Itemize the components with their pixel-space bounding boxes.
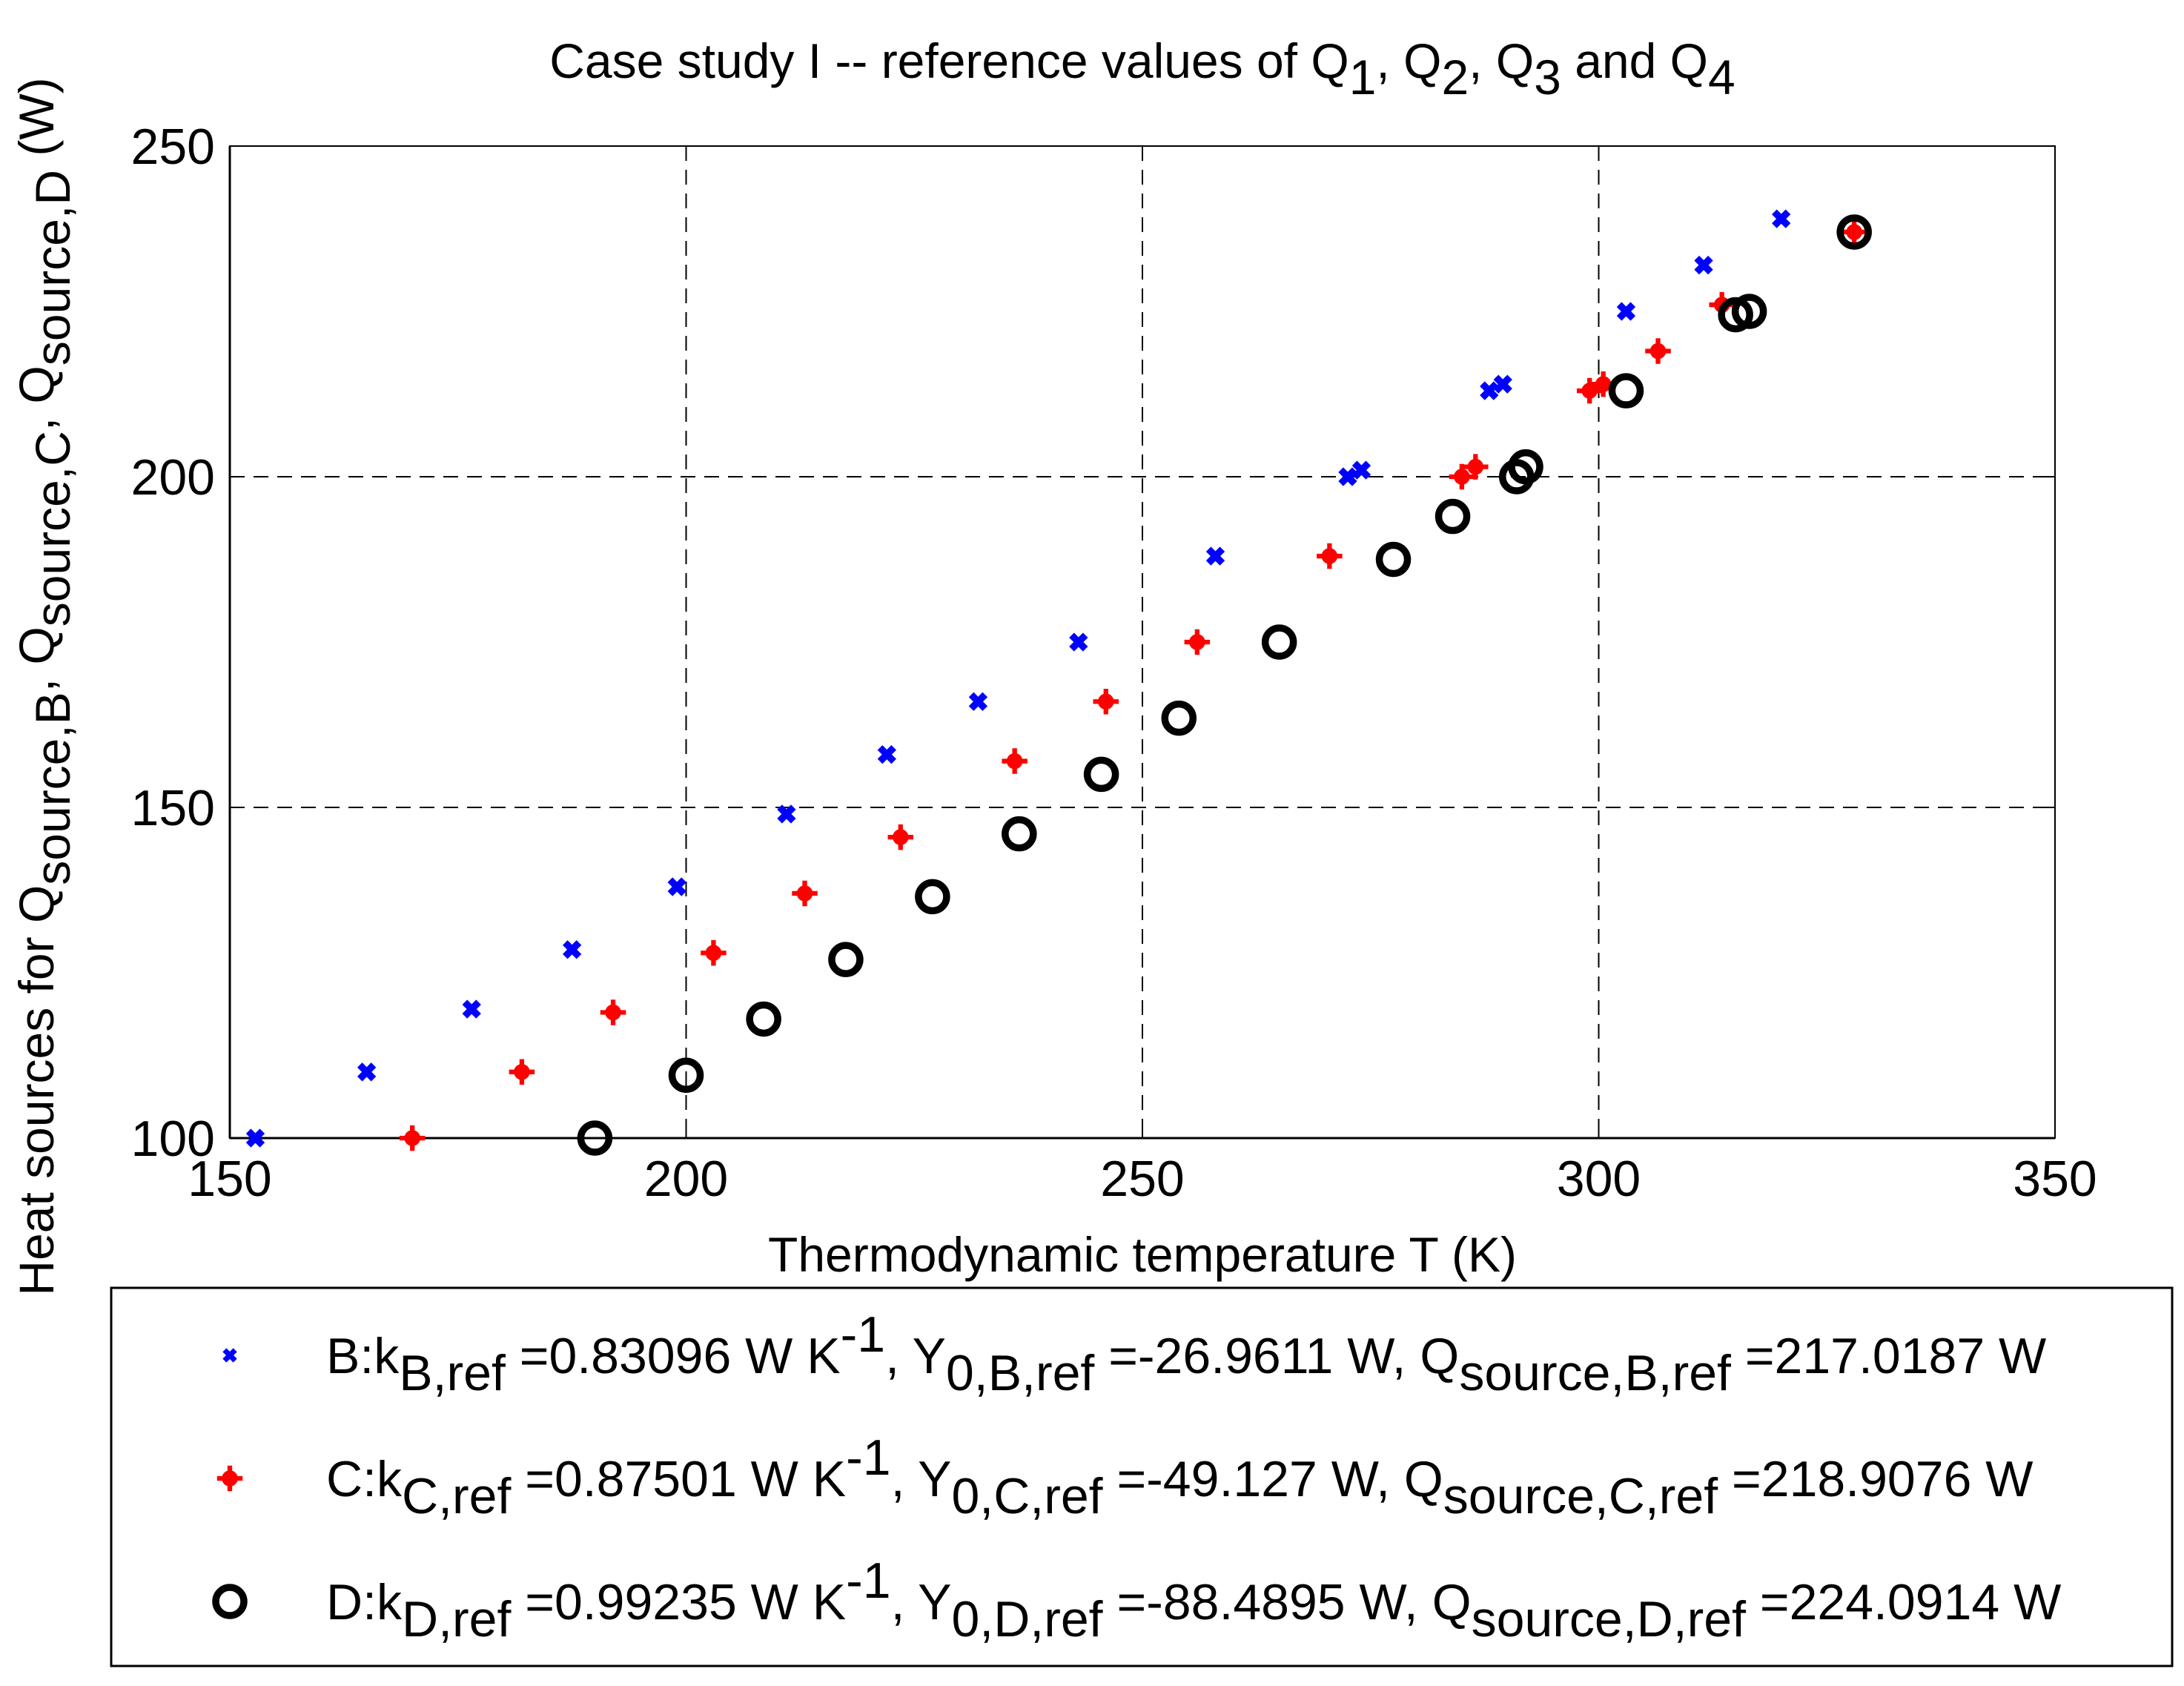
point-d: [1375, 541, 1412, 578]
point-d: [1508, 449, 1543, 485]
point-d: [1161, 700, 1197, 736]
point-c: [1463, 454, 1489, 480]
legend-marker-c: [216, 1465, 243, 1492]
point-c: [399, 1125, 426, 1151]
legend-marker-d: [212, 1584, 248, 1619]
point-d: [828, 942, 864, 977]
point-d: [1261, 624, 1297, 660]
point-b: [1772, 209, 1791, 228]
x-tick-label: 200: [644, 1151, 728, 1207]
point-b: [1069, 632, 1088, 652]
point-c: [887, 824, 914, 850]
point-c: [1576, 377, 1603, 404]
point-b: [667, 877, 686, 896]
x-tick-label: 150: [188, 1151, 271, 1207]
data-points: [245, 209, 1872, 1156]
point-d: [1731, 294, 1767, 329]
point-c: [1449, 463, 1475, 490]
point-c: [1841, 219, 1867, 245]
y-tick-label: 150: [131, 780, 215, 836]
point-d: [1608, 373, 1644, 409]
point-b: [1351, 460, 1371, 480]
point-c: [1093, 689, 1119, 715]
legend-entry-b: B:kB,ref​ =0.83096 W K-1​, Y0,B,ref​ =-2…: [326, 1306, 2046, 1401]
axes: [228, 145, 2056, 1140]
point-d: [1435, 498, 1471, 535]
y-tick-label: 200: [131, 449, 215, 506]
point-b: [777, 804, 796, 824]
point-d: [915, 879, 950, 915]
point-d: [1002, 816, 1037, 852]
point-b: [562, 940, 582, 959]
point-b: [1205, 546, 1225, 566]
chart-title: Case study I -- reference values of Q1​,…: [549, 33, 1735, 105]
x-tick-label: 250: [1100, 1151, 1184, 1207]
point-c: [509, 1059, 535, 1085]
point-c: [1002, 748, 1028, 774]
point-c: [600, 999, 626, 1025]
point-b: [1480, 381, 1499, 400]
point-b: [1694, 255, 1713, 275]
x-tick-label: 300: [1557, 1151, 1641, 1207]
x-axis-label: Thermodynamic temperature T (K): [768, 1227, 1517, 1282]
grid: [230, 145, 2055, 1138]
point-b: [357, 1062, 377, 1082]
point-b: [245, 1128, 265, 1148]
point-d: [668, 1057, 704, 1094]
point-c: [701, 939, 727, 966]
y-axis-label: Heat sources for Qsource,B​, Qsource,C​,…: [9, 77, 80, 1295]
point-d: [1836, 214, 1872, 250]
point-b: [462, 999, 481, 1019]
point-b: [1493, 374, 1512, 394]
legend-marker-b: [222, 1348, 237, 1363]
x-tick-label: 350: [2013, 1151, 2097, 1207]
point-d: [577, 1120, 613, 1156]
legend: B:kB,ref​ =0.83096 W K-1​, Y0,B,ref​ =-2…: [110, 1286, 2174, 1667]
point-d: [746, 1001, 781, 1037]
legend-entry-c: C:kC,ref​ =0.87501 W K-1​, Y0,C,ref​ =-4…: [326, 1429, 2033, 1524]
y-tick-label: 100: [131, 1111, 215, 1167]
y-tick-label: 250: [131, 119, 215, 175]
point-b: [1338, 467, 1357, 486]
point-b: [1616, 302, 1636, 321]
point-b: [877, 744, 896, 764]
point-c: [792, 880, 818, 907]
point-c: [1317, 543, 1343, 569]
legend-entry-d: D:kD,ref​ =0.99235 W K-1​, Y0,D,ref​ =-8…: [326, 1553, 2061, 1647]
legend-box: [110, 1286, 2174, 1667]
point-c: [1184, 629, 1211, 655]
point-b: [968, 692, 988, 711]
point-d: [1083, 756, 1119, 793]
point-c: [1645, 338, 1671, 364]
